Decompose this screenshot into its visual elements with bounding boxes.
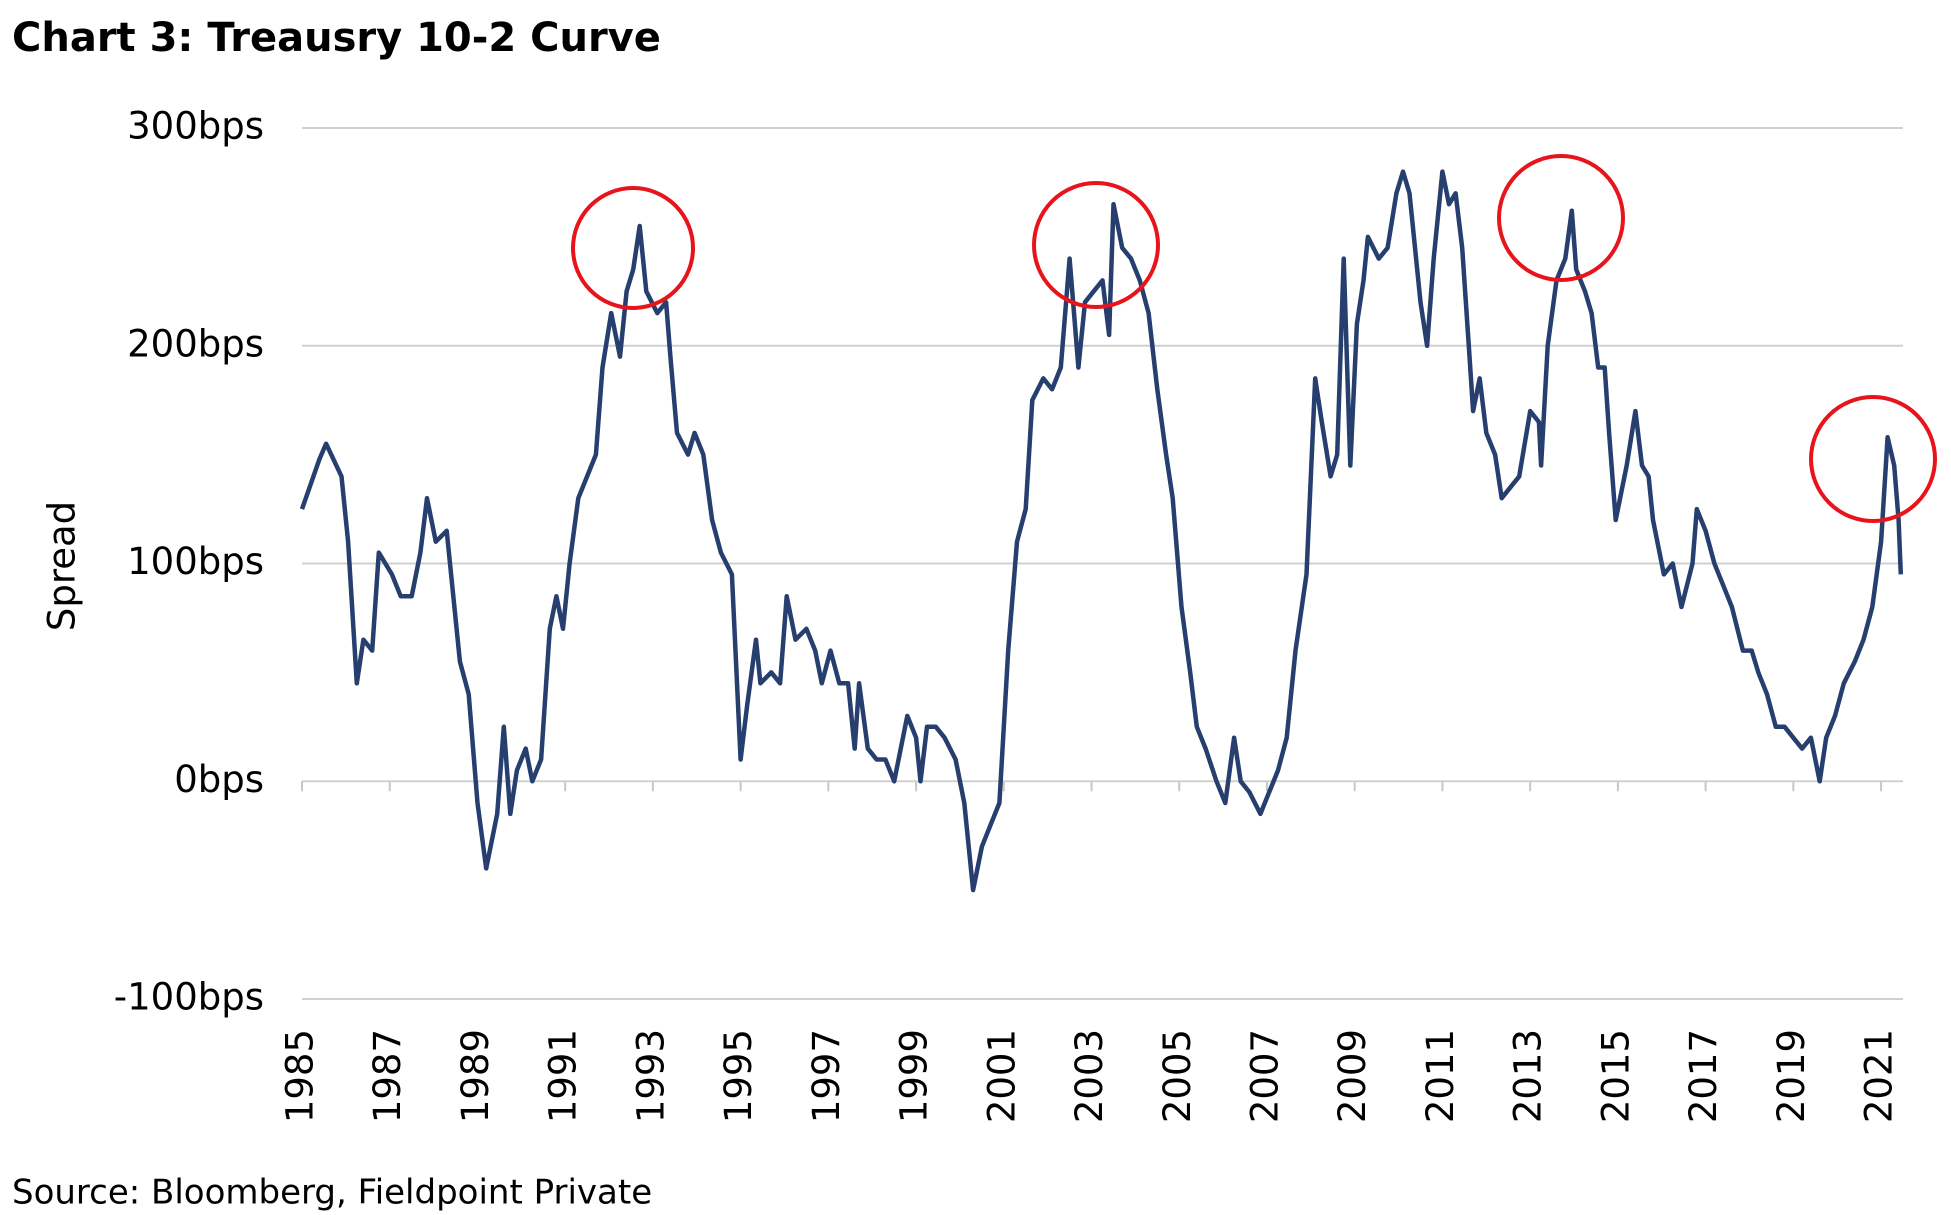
x-tick-label: 2021 <box>1858 1029 1901 1123</box>
x-tick-label: 2007 <box>1243 1029 1286 1123</box>
highlight-circle <box>1809 395 1937 523</box>
x-tick-label: 2001 <box>980 1029 1023 1123</box>
x-tick-label: 2003 <box>1068 1029 1111 1123</box>
annotations <box>571 154 1937 523</box>
x-tick-label: 1993 <box>629 1029 672 1123</box>
series-line <box>299 169 1904 893</box>
x-tick-label: 2009 <box>1331 1029 1374 1123</box>
x-tick-label: 2019 <box>1770 1029 1813 1123</box>
x-tick-label: 2017 <box>1682 1029 1725 1123</box>
x-tick-label: 1985 <box>279 1029 322 1123</box>
highlight-circle <box>1497 154 1625 282</box>
y-tick-label: 200bps <box>127 322 264 365</box>
y-tick-label: 0bps <box>174 758 264 801</box>
x-tick-label: 1995 <box>717 1029 760 1123</box>
plot-area: -100bps 0bps 100bps 200bps 300bps 1985 1987 198… <box>114 105 1904 1123</box>
x-tick-label: 2013 <box>1507 1029 1550 1123</box>
x-tick-label: 2005 <box>1156 1029 1199 1123</box>
x-tick-label: 2011 <box>1419 1029 1462 1123</box>
x-tick-label: 2015 <box>1594 1029 1637 1123</box>
chart-title: Chart 3: Treausry 10-2 Curve <box>12 15 661 61</box>
y-tick-label: -100bps <box>114 976 264 1019</box>
highlight-circle <box>571 186 695 310</box>
source-note: Source: Bloomberg, Fieldpoint Private <box>12 1173 652 1213</box>
x-tick-label: 1987 <box>366 1029 409 1123</box>
x-tick-label: 1999 <box>893 1029 936 1123</box>
y-axis-label: Spread <box>41 501 84 631</box>
y-tick-label: 300bps <box>127 105 264 148</box>
x-tick-label: 1997 <box>805 1029 848 1123</box>
x-tick-label: 1989 <box>454 1029 497 1123</box>
y-tick-label: 100bps <box>127 540 264 583</box>
x-tick-label: 1991 <box>542 1029 585 1123</box>
highlight-circle <box>1032 181 1160 309</box>
